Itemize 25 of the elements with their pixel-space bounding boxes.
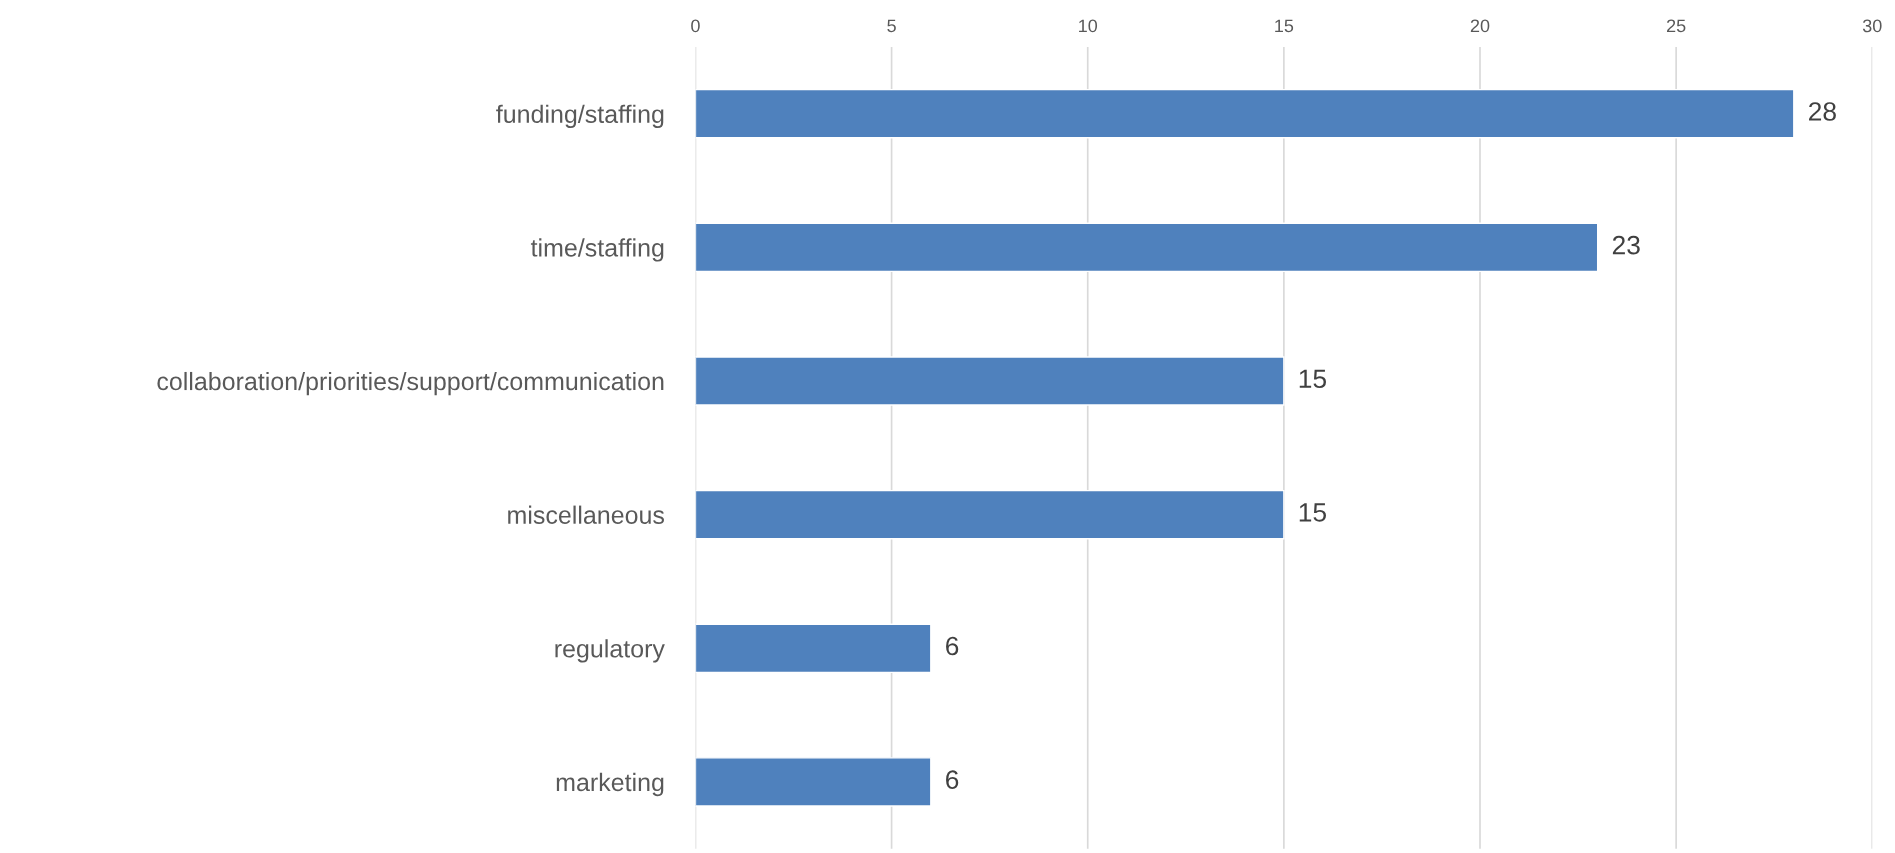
x-tick-label: 15 [1275, 19, 1294, 33]
x-tick-label: 10 [1079, 19, 1098, 33]
data-label: 28 [1809, 102, 1836, 121]
data-label: 15 [1299, 369, 1326, 389]
bar [695, 623, 932, 674]
y-tick-label: time/staffing [530, 238, 664, 262]
bar [695, 88, 1795, 139]
data-label: 6 [946, 636, 959, 656]
data-label: 15 [1299, 503, 1326, 522]
x-tick-label: 20 [1470, 19, 1490, 33]
y-tick-label: marketing [556, 772, 664, 797]
y-tick-label: miscellaneous [508, 505, 665, 524]
y-tick-label: regulatory [555, 639, 665, 663]
data-label: 6 [946, 770, 959, 789]
data-label: 23 [1612, 235, 1640, 255]
x-tick-label: 5 [887, 19, 896, 33]
x-tick-label: 30 [1862, 19, 1882, 33]
bar [695, 356, 1285, 406]
x-tick-label: 25 [1667, 19, 1686, 33]
bar [695, 222, 1599, 273]
y-tick-label: collaboration/priorities/support/communication [157, 371, 664, 396]
y-tick-label: funding/staffing [496, 104, 664, 128]
bar [695, 489, 1285, 540]
bar [695, 757, 932, 807]
x-tick-label: 0 [691, 19, 700, 33]
